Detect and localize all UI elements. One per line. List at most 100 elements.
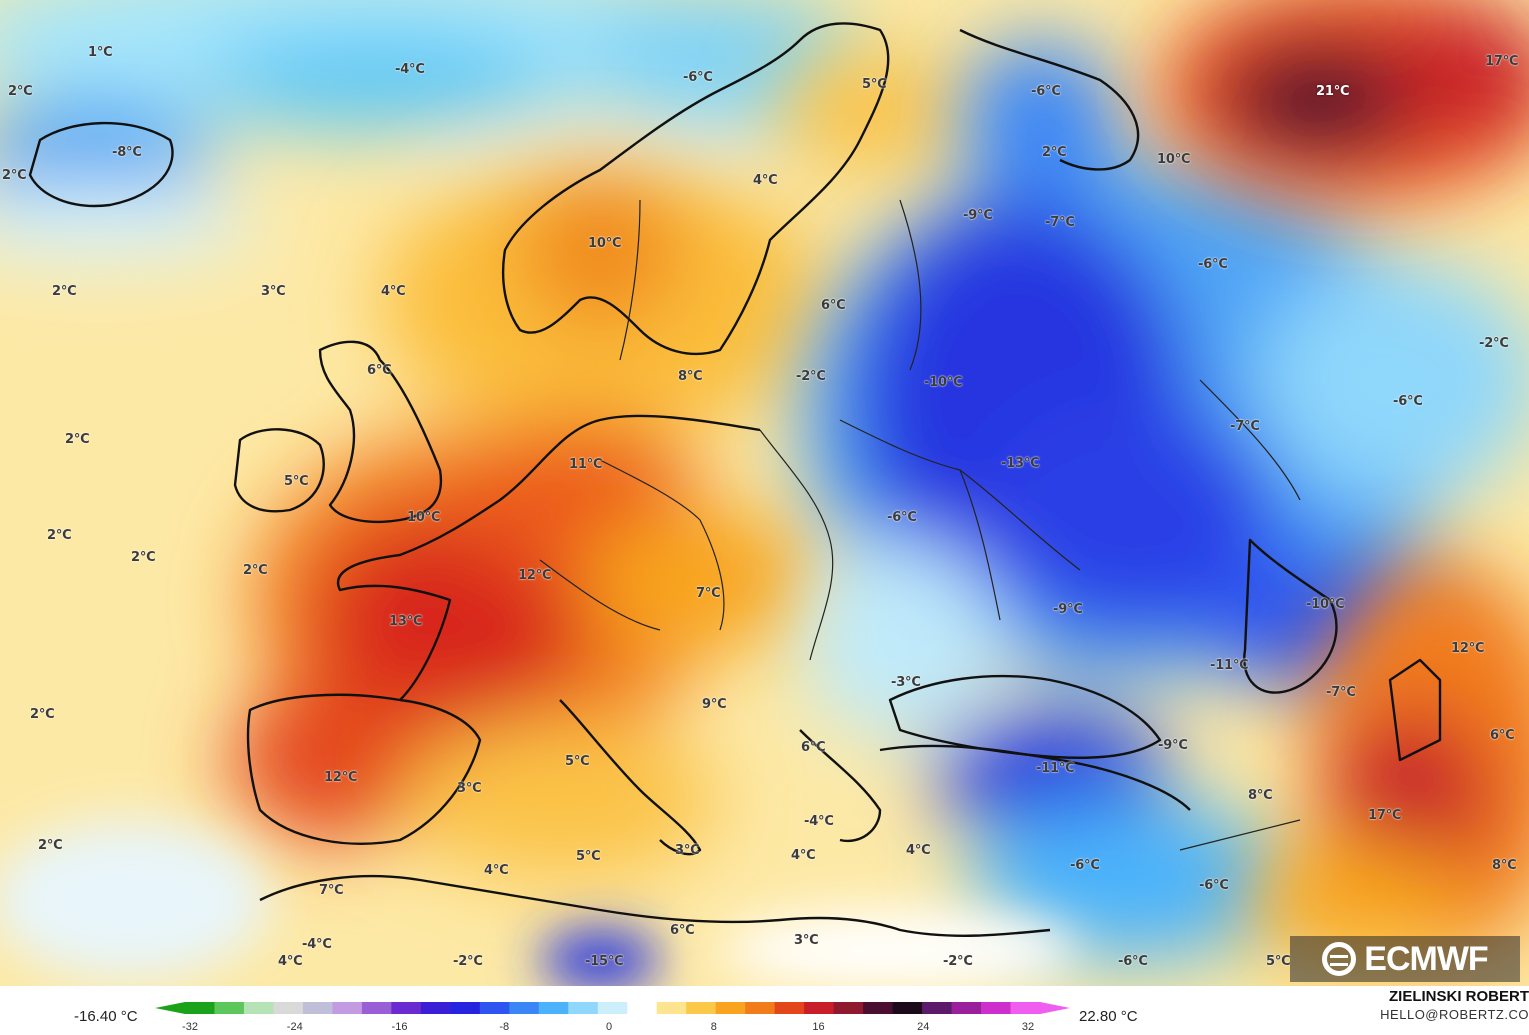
temperature-label: -6°C	[887, 510, 917, 525]
color-scale-segment	[391, 1002, 422, 1014]
temperature-label: 10°C	[407, 510, 441, 525]
temperature-label: 2°C	[2, 168, 27, 183]
temperature-label: -11°C	[1210, 658, 1249, 673]
color-scale-segment	[715, 1002, 746, 1014]
color-scale-tick-label: 8	[710, 1021, 717, 1033]
color-scale-max-triangle	[1040, 1002, 1070, 1014]
temperature-label: 4°C	[484, 863, 509, 878]
color-scale-tick-label: 24	[917, 1021, 930, 1033]
temperature-label: 12°C	[1451, 641, 1485, 656]
temperature-label: 5°C	[576, 849, 601, 864]
temperature-label: -6°C	[1070, 858, 1100, 873]
color-scale-segment	[951, 1002, 982, 1014]
temperature-label: 2°C	[243, 563, 268, 578]
temperature-label: -9°C	[963, 208, 993, 223]
temperature-label: 8°C	[1492, 858, 1517, 873]
temperature-anomaly-map: 1°C -4°C 2°C -8°C 2°C -6°C 5°C -6°C 21°C 17°C 2°C 1…	[0, 0, 1529, 986]
color-scale-segment	[243, 1002, 274, 1014]
color-scale-segment	[981, 1002, 1012, 1014]
temperature-label: -9°C	[1158, 738, 1188, 753]
temperature-label: -10°C	[924, 375, 963, 390]
author-name: ZIELINSKI ROBERT	[1388, 988, 1529, 1005]
temperature-label: -11°C	[1036, 761, 1075, 776]
temperature-label: 7°C	[319, 883, 344, 898]
temperature-label: 17°C	[1368, 808, 1402, 823]
temperature-label: 4°C	[278, 954, 303, 969]
color-scale-segment	[1010, 1002, 1041, 1014]
color-scale-segment	[892, 1002, 923, 1014]
temperature-label: 6°C	[801, 740, 826, 755]
temperature-label: 6°C	[367, 363, 392, 378]
temperature-label: 4°C	[753, 173, 778, 188]
temperature-label: 8°C	[678, 369, 703, 384]
color-scale-segment	[833, 1002, 864, 1014]
temperature-label: -2°C	[453, 954, 483, 969]
scale-min-label: -16.40 °C	[74, 1008, 138, 1025]
color-scale-segment	[745, 1002, 776, 1014]
color-scale-segment	[597, 1002, 628, 1014]
temperature-label: 2°C	[1042, 145, 1067, 160]
temperature-label: -7°C	[1326, 685, 1356, 700]
temperature-label: 2°C	[47, 528, 72, 543]
temperature-label: 3°C	[675, 843, 700, 858]
color-scale-segment	[568, 1002, 599, 1014]
color-scale-segment	[538, 1002, 569, 1014]
color-scale-tick-label: -24	[286, 1021, 303, 1033]
temperature-label: -6°C	[1198, 257, 1228, 272]
temperature-label: 4°C	[791, 848, 816, 863]
temperature-label: -6°C	[683, 70, 713, 85]
temperature-label: 2°C	[8, 84, 33, 99]
temperature-label: 2°C	[131, 550, 156, 565]
temperature-label: -4°C	[302, 937, 332, 952]
color-scale-segment	[774, 1002, 805, 1014]
temperature-label: 1°C	[88, 45, 113, 60]
color-scale-segment	[420, 1002, 451, 1014]
temperature-label: 4°C	[906, 843, 931, 858]
color-scale-tick-label: -16	[391, 1021, 408, 1033]
color-scale-segment	[450, 1002, 481, 1014]
temperature-label: -10°C	[1306, 597, 1345, 612]
temperature-label: 21°C	[1316, 84, 1350, 99]
temperature-label: -7°C	[1230, 419, 1260, 434]
temperature-label: 10°C	[588, 236, 622, 251]
color-scale-min-triangle	[155, 1002, 185, 1014]
color-scale-segment	[686, 1002, 717, 1014]
temperature-label: -6°C	[1031, 84, 1061, 99]
color-scale-segment	[656, 1002, 687, 1014]
temperature-label: -3°C	[891, 675, 921, 690]
temperature-label: 5°C	[862, 77, 887, 92]
color-scale-tick-label: 32	[1021, 1021, 1035, 1033]
temperature-label: -2°C	[943, 954, 973, 969]
temperature-label: 10°C	[1157, 152, 1191, 167]
color-scale-tick-label: 0	[605, 1021, 613, 1033]
temperature-label: -2°C	[1479, 336, 1509, 351]
color-scale-segment	[863, 1002, 894, 1014]
temperature-label: 2°C	[38, 838, 63, 853]
color-scale-tick-label: 16	[812, 1021, 825, 1033]
temperature-label: 2°C	[30, 707, 55, 722]
temperature-label: 2°C	[65, 432, 90, 447]
scale-max-label: 22.80 °C	[1079, 1008, 1138, 1025]
temperature-label: -6°C	[1118, 954, 1148, 969]
ecmwf-logo-text: ECMWF	[1364, 939, 1488, 978]
color-scale-segment	[509, 1002, 540, 1014]
color-scale-segment	[922, 1002, 953, 1014]
color-scale-segment	[214, 1002, 245, 1014]
temperature-label: 5°C	[284, 474, 309, 489]
color-scale-segment	[302, 1002, 333, 1014]
ecmwf-logo: ECMWF	[1290, 936, 1520, 982]
ecmwf-logo-icon	[1322, 942, 1357, 976]
color-scale-tick-label: -32	[182, 1021, 198, 1033]
color-scale-segment	[273, 1002, 304, 1014]
color-scale-segment	[479, 1002, 510, 1014]
temperature-label: 6°C	[670, 923, 695, 938]
temperature-label: -6°C	[1199, 878, 1229, 893]
temperature-label: 12°C	[518, 568, 552, 583]
temperature-label: -9°C	[1053, 602, 1083, 617]
temperature-label: 3°C	[261, 284, 286, 299]
color-scale-segment	[804, 1002, 835, 1014]
temperature-label: -8°C	[112, 145, 142, 160]
map-background	[0, 0, 1529, 986]
temperature-label: 2°C	[52, 284, 77, 299]
temperature-label: 8°C	[1248, 788, 1273, 803]
